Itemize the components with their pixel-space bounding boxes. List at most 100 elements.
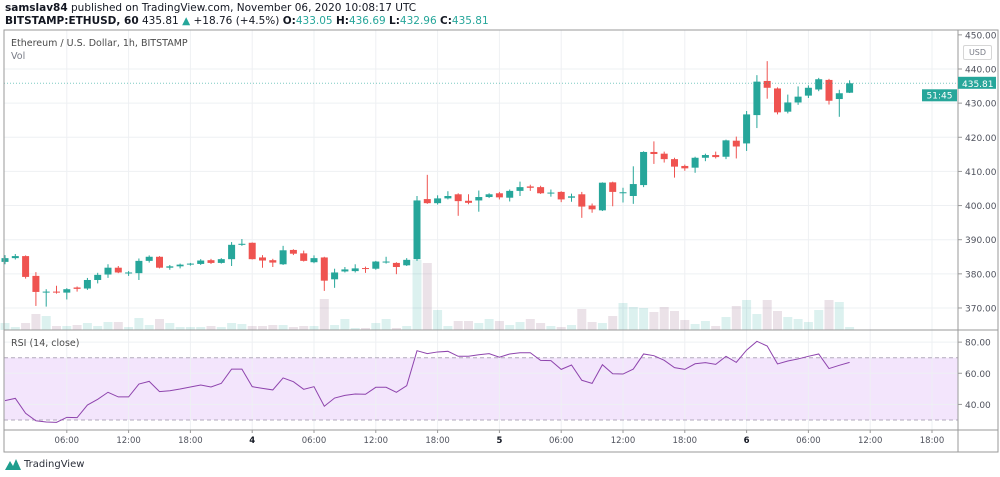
candle — [485, 194, 493, 198]
candle — [403, 259, 411, 266]
volume-bar — [227, 323, 237, 330]
volume-bar — [721, 317, 731, 330]
candle — [413, 200, 421, 260]
candle — [104, 267, 112, 275]
volume-bar — [515, 322, 525, 330]
price-tick-label: 380.00 — [965, 270, 997, 280]
candle — [454, 194, 462, 202]
candle — [289, 249, 297, 254]
low-label: L: — [389, 15, 400, 27]
candle — [362, 268, 369, 270]
price-tick-label: 410.00 — [965, 168, 997, 178]
volume-bar — [113, 322, 123, 330]
volume-bar — [206, 326, 216, 330]
volume-bar — [700, 321, 710, 330]
candle — [753, 81, 761, 116]
tradingview-logo[interactable]: TradingView — [5, 458, 84, 470]
chart-legend: Ethereum / U.S. Dollar, 1h, BITSTAMP Vol — [11, 37, 188, 63]
volume-bar — [783, 317, 793, 330]
candle — [588, 205, 596, 210]
volume-bar — [278, 325, 288, 330]
candle — [125, 272, 133, 274]
volume-bar — [690, 324, 700, 330]
candle — [619, 192, 627, 194]
candle — [774, 88, 781, 113]
rsi-tick-label: 60.00 — [965, 370, 991, 380]
currency-button[interactable]: USD — [963, 45, 992, 60]
candle — [248, 242, 256, 260]
candle — [732, 140, 740, 147]
volume-bar — [649, 312, 659, 330]
candle — [825, 79, 833, 101]
rsi-tick-label: 80.00 — [965, 339, 991, 349]
volume-bar — [773, 311, 782, 330]
time-tick-label: 06:00 — [549, 436, 574, 446]
volume-bar — [299, 326, 309, 330]
symbol-info: BITSTAMP:ETHUSD, 60 435.81 ▲ +18.76 (+4.… — [5, 15, 489, 27]
open-value: 433.05 — [295, 15, 333, 27]
countdown-label: 51:45 — [927, 91, 953, 101]
volume-bar — [443, 326, 453, 330]
candle — [547, 192, 555, 194]
volume-bar — [618, 303, 628, 330]
candle — [629, 184, 637, 197]
chart-frame — [3, 29, 999, 453]
volume-bar — [525, 319, 535, 330]
triangle-up-icon: ▲ — [182, 15, 191, 27]
time-tick-label: 5 — [496, 436, 502, 446]
countdown-badge — [922, 89, 957, 102]
candle — [42, 291, 50, 293]
volume-bar — [93, 326, 103, 330]
candle — [73, 287, 81, 289]
volume-bar — [803, 322, 813, 330]
candle — [1, 258, 9, 262]
candle — [94, 274, 102, 280]
volume-bar — [752, 314, 762, 330]
time-tick-label: 12:00 — [858, 436, 883, 446]
volume-bar — [175, 327, 185, 330]
volume-bar — [237, 324, 247, 330]
candle — [423, 199, 431, 204]
candle — [53, 291, 60, 293]
candle — [660, 153, 668, 160]
volume-bar — [319, 299, 329, 330]
volume-bar — [731, 306, 741, 330]
candle — [228, 244, 236, 260]
candle — [743, 114, 751, 144]
volume-bar — [196, 327, 206, 330]
volume-bar — [567, 325, 576, 330]
volume-bar — [422, 263, 432, 330]
candle — [722, 140, 730, 157]
candle — [207, 260, 215, 263]
candle — [495, 193, 503, 198]
brand-name: TradingView — [24, 458, 85, 470]
candle — [217, 259, 225, 263]
author-name[interactable]: samslav84 — [5, 2, 68, 14]
volume-bar — [391, 328, 401, 330]
candle — [598, 182, 606, 211]
time-tick-label: 12:00 — [611, 436, 636, 446]
volume-bar — [845, 327, 855, 330]
candle — [279, 250, 287, 265]
candle — [526, 186, 534, 188]
time-tick-label: 12:00 — [116, 436, 141, 446]
candle — [784, 102, 792, 112]
candle — [794, 96, 802, 103]
price-change: +18.76 (+4.5%) — [193, 15, 280, 27]
volume-bar — [762, 300, 772, 330]
price-tick-label: 420.00 — [965, 134, 997, 144]
candle — [815, 79, 823, 90]
candle — [681, 165, 689, 169]
volume-bar — [453, 321, 463, 330]
time-tick-label: 4 — [249, 436, 255, 446]
candle — [804, 87, 812, 96]
volume-bar — [340, 319, 350, 330]
volume-bar — [288, 327, 298, 330]
volume-bar — [165, 323, 175, 330]
candle — [763, 80, 771, 88]
open-label: O: — [282, 15, 296, 27]
candle — [434, 198, 442, 204]
volume-bar — [361, 328, 370, 330]
volume-bar — [464, 321, 473, 330]
